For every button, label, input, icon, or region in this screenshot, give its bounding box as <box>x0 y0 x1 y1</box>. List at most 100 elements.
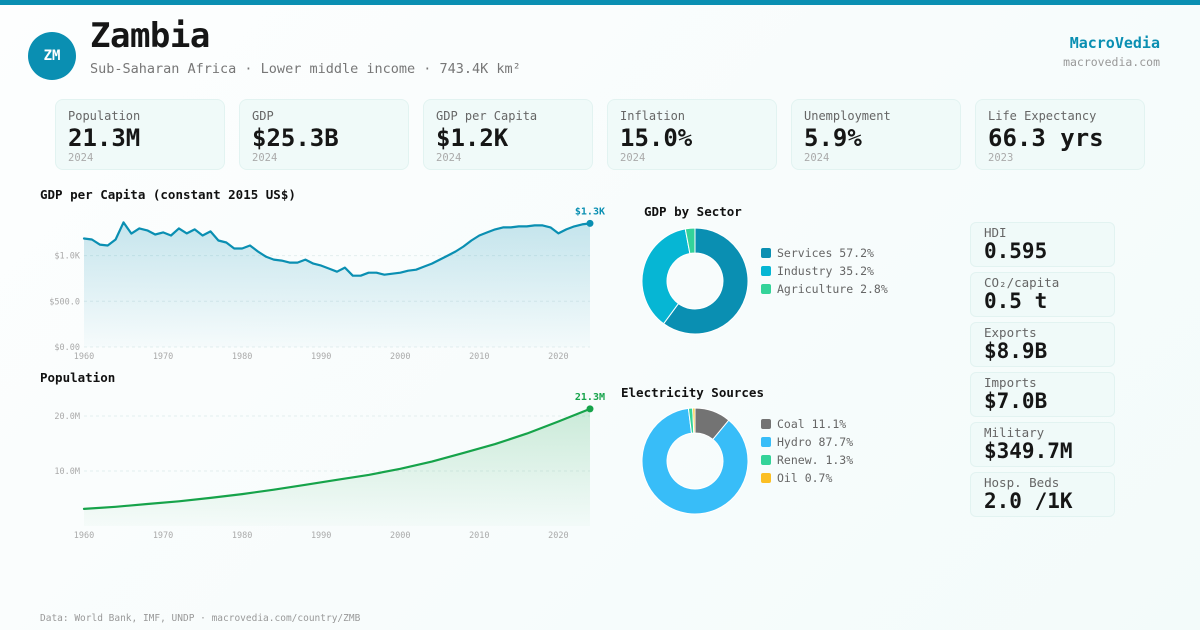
stat-label: Exports <box>984 325 1037 340</box>
kpi-year: 2024 <box>620 152 646 164</box>
kpi-value: 66.3 yrs <box>988 124 1104 152</box>
kpi-label: Population <box>68 109 141 123</box>
kpi-year: 2024 <box>252 152 278 164</box>
legend-swatch <box>761 473 771 483</box>
stat-card-co2: CO₂/capita 0.5 t <box>970 272 1115 317</box>
kpi-label: Inflation <box>620 109 686 123</box>
stat-card-hospital-beds: Hosp. Beds 2.0 /1K <box>970 472 1115 517</box>
kpi-year: 2024 <box>68 152 94 164</box>
donut-slice-services <box>662 227 749 335</box>
legend-item-agriculture: Agriculture 2.8% <box>761 280 888 298</box>
x-tick-label: 1960 <box>74 352 94 362</box>
legend-swatch <box>761 284 771 294</box>
area-fill <box>84 408 590 526</box>
x-tick-label: 2020 <box>548 531 568 541</box>
kpi-value: $25.3B <box>252 124 339 152</box>
stat-card-exports: Exports $8.9B <box>970 322 1115 367</box>
x-tick-label: 1970 <box>153 531 173 541</box>
legend-item-oil: Oil 0.7% <box>761 469 853 487</box>
population-chart: 10.0M 20.0M 1960 1970 1980 1990 2000 2010 2020 21… <box>54 392 605 541</box>
end-value-label: $1.3K <box>575 206 605 217</box>
x-tick-label: 1990 <box>311 531 331 541</box>
legend-swatch <box>761 248 771 258</box>
legend-item-industry: Industry 35.2% <box>761 262 888 280</box>
country-subtitle: Sub-Saharan Africa · Lower middle income… <box>90 61 521 77</box>
kpi-label: GDP per Capita <box>436 109 538 123</box>
y-tick-label: $1.0K <box>54 252 80 262</box>
kpi-card-unemployment: Unemployment 5.9% 2024 <box>791 99 961 170</box>
kpi-card-life-expectancy: Life Expectancy 66.3 yrs 2023 <box>975 99 1145 170</box>
kpi-value: 15.0% <box>620 124 693 152</box>
kpi-year: 2024 <box>804 152 830 164</box>
legend-label: Renew. 1.3% <box>777 453 854 467</box>
footer-source: Data: World Bank, IMF, UNDP · macrovedia… <box>40 613 361 624</box>
kpi-label: Life Expectancy <box>988 109 1097 123</box>
gdp-by-sector-donut <box>641 227 749 335</box>
x-tick-label: 2020 <box>548 352 568 362</box>
stat-label: Military <box>984 425 1045 440</box>
legend-swatch <box>761 266 771 276</box>
x-tick-label: 1980 <box>232 531 252 541</box>
legend-item-renewables: Renew. 1.3% <box>761 451 853 469</box>
y-tick-label: $0.00 <box>54 343 80 353</box>
legend-swatch <box>761 437 771 447</box>
y-tick-label: 10.0M <box>54 467 80 477</box>
kpi-card-population: Population 21.3M 2024 <box>55 99 225 170</box>
legend-item-services: Services 57.2% <box>761 244 888 262</box>
kpi-card-gdp-per-capita: GDP per Capita $1.2K 2024 <box>423 99 593 170</box>
kpi-value: 21.3M <box>68 124 141 152</box>
population-chart-title: Population <box>40 370 116 385</box>
stat-label: Hosp. Beds <box>984 475 1060 490</box>
x-tick-label: 2010 <box>469 352 489 362</box>
country-flag-badge: ZM <box>28 32 76 80</box>
stat-label: HDI <box>984 225 1007 240</box>
legend-label: Hydro 87.7% <box>777 435 854 449</box>
donut-slice-industry <box>641 228 691 325</box>
country-code: ZM <box>43 48 61 64</box>
end-value-label: 21.3M <box>575 392 605 403</box>
top-accent-bar <box>0 0 1200 5</box>
stat-label: Imports <box>984 375 1037 390</box>
kpi-card-inflation: Inflation 15.0% 2024 <box>607 99 777 170</box>
x-tick-label: 1990 <box>311 352 331 362</box>
legend-item-coal: Coal 11.1% <box>761 415 853 433</box>
gdp-chart-title: GDP per Capita (constant 2015 US$) <box>40 187 296 202</box>
end-point-marker <box>586 405 594 413</box>
stat-card-hdi: HDI 0.595 <box>970 222 1115 267</box>
electricity-chart-title: Electricity Sources <box>621 385 764 400</box>
stat-value: $8.9B <box>984 339 1048 363</box>
x-tick-label: 2010 <box>469 531 489 541</box>
kpi-label: GDP <box>252 109 274 123</box>
donut-slice-oil <box>692 407 696 434</box>
legend-label: Services 57.2% <box>777 246 874 260</box>
series-line <box>82 221 592 277</box>
legend-label: Industry 35.2% <box>777 264 874 278</box>
sector-chart-title: GDP by Sector <box>644 204 742 219</box>
electricity-legend: Coal 11.1% Hydro 87.7% Renew. 1.3% Oil 0… <box>761 415 853 487</box>
x-tick-label: 2000 <box>390 531 410 541</box>
legend-swatch <box>761 455 771 465</box>
x-tick-label: 2000 <box>390 352 410 362</box>
x-tick-label: 1960 <box>74 531 94 541</box>
donut-slice-hydro <box>641 407 749 515</box>
kpi-card-gdp: GDP $25.3B 2024 <box>239 99 409 170</box>
kpi-value: $1.2K <box>436 124 509 152</box>
legend-item-hydro: Hydro 87.7% <box>761 433 853 451</box>
brand-logo[interactable]: MacroVedia <box>1069 34 1160 52</box>
x-tick-label: 1980 <box>232 352 252 362</box>
stat-label: CO₂/capita <box>984 275 1060 290</box>
stat-value: 0.595 <box>984 239 1048 263</box>
legend-swatch <box>761 419 771 429</box>
legend-label: Oil 0.7% <box>777 471 833 485</box>
sector-legend: Services 57.2% Industry 35.2% Agricultur… <box>761 244 888 298</box>
gdp-per-capita-chart: $0.00 $500.0 $1.0K 1960 1970 1980 1990 2000 2010… <box>49 206 605 362</box>
brand-url[interactable]: macrovedia.com <box>1063 55 1160 69</box>
y-tick-label: $500.0 <box>49 297 80 307</box>
x-tick-label: 1970 <box>153 352 173 362</box>
stat-value: $7.0B <box>984 389 1048 413</box>
electricity-sources-donut <box>641 407 749 515</box>
stat-card-imports: Imports $7.0B <box>970 372 1115 417</box>
kpi-value: 5.9% <box>804 124 862 152</box>
donut-slice-agriculture <box>684 227 696 255</box>
